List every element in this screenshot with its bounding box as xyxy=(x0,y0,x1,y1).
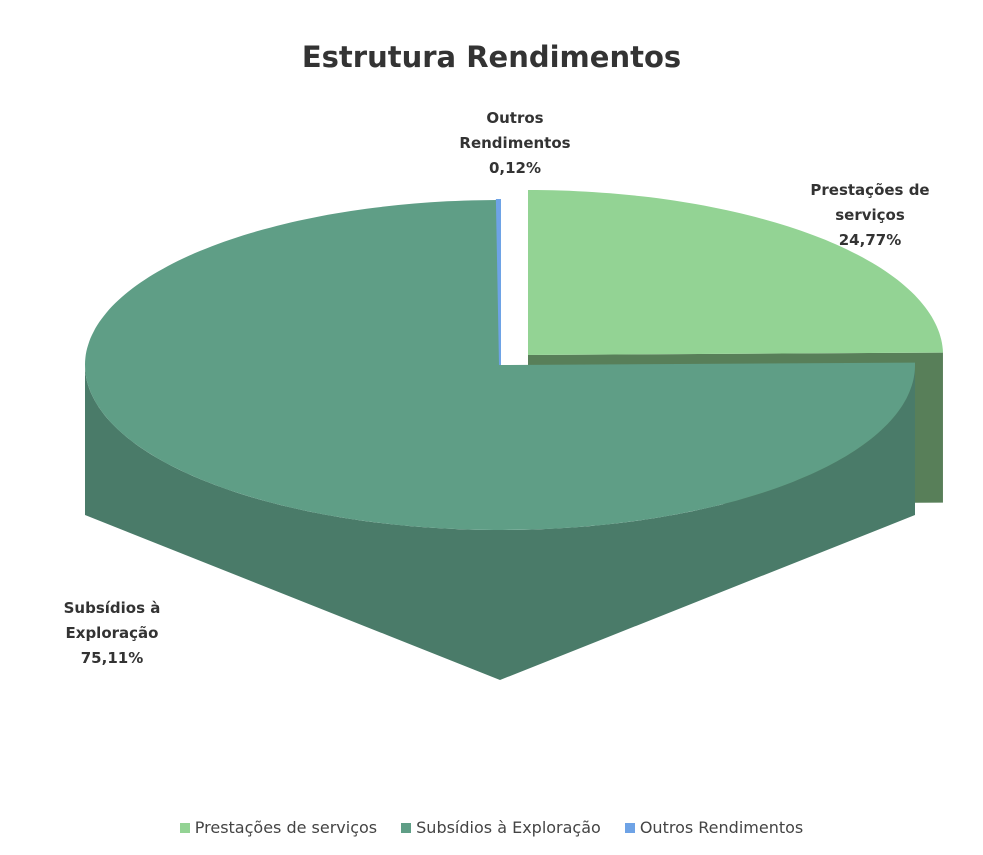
data-label: Prestações de serviços 24,77% xyxy=(800,178,940,253)
legend-item: Outros Rendimentos xyxy=(624,818,804,837)
pie-slice xyxy=(495,199,501,366)
legend-label: Outros Rendimentos xyxy=(639,818,804,837)
legend: Prestações de serviços Subsídios à Explor… xyxy=(0,818,983,837)
data-label: Subsídios à Exploração 75,11% xyxy=(47,596,177,671)
data-label-name: Prestações de serviços xyxy=(810,181,930,224)
data-label-value: 75,11% xyxy=(80,649,144,667)
legend-label: Prestações de serviços xyxy=(194,818,378,837)
slice-side xyxy=(85,365,915,680)
pie-slice xyxy=(528,190,943,355)
data-label-name: Outros Rendimentos xyxy=(459,109,571,152)
data-label-value: 0,12% xyxy=(488,159,542,177)
legend-swatch xyxy=(401,823,412,833)
legend-swatch xyxy=(624,823,635,833)
legend-item: Subsídios à Exploração xyxy=(401,818,601,837)
data-label-value: 24,77% xyxy=(838,231,902,249)
chart-title: Estrutura Rendimentos xyxy=(301,40,682,74)
data-label-name: Subsídios à Exploração xyxy=(63,599,161,642)
legend-swatch xyxy=(179,823,190,833)
legend-label: Subsídios à Exploração xyxy=(416,818,601,837)
legend-item: Prestações de serviços xyxy=(179,818,378,837)
data-label: Outros Rendimentos 0,12% xyxy=(450,106,580,181)
